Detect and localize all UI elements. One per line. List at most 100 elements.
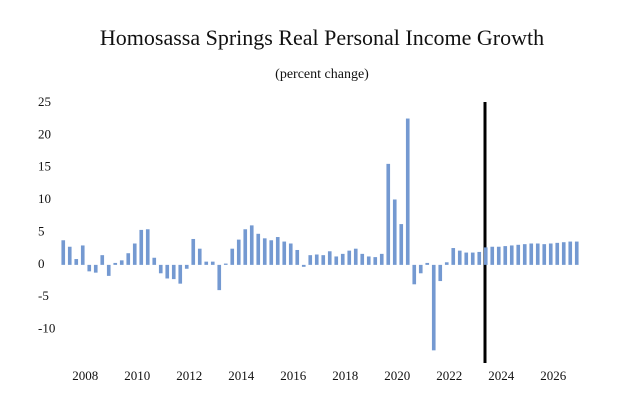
bar bbox=[210, 261, 215, 265]
bar bbox=[373, 257, 378, 265]
bar bbox=[295, 249, 300, 265]
bar bbox=[145, 229, 150, 265]
bar bbox=[522, 244, 527, 265]
bar bbox=[217, 264, 222, 291]
bar bbox=[438, 264, 443, 282]
bar bbox=[412, 264, 417, 285]
bar bbox=[171, 264, 176, 280]
y-tick-label: 20 bbox=[38, 126, 51, 141]
bar bbox=[470, 252, 475, 265]
bar bbox=[158, 264, 163, 274]
bar bbox=[555, 242, 560, 265]
bar bbox=[386, 163, 391, 265]
bar bbox=[392, 199, 397, 265]
bar bbox=[451, 248, 456, 265]
bar bbox=[223, 263, 228, 265]
bar bbox=[288, 243, 293, 265]
bar bbox=[282, 241, 287, 265]
bar bbox=[431, 264, 436, 351]
bar bbox=[340, 253, 345, 265]
bar bbox=[425, 262, 430, 265]
bar bbox=[269, 240, 274, 265]
bar bbox=[74, 259, 79, 265]
y-tick-label: 25 bbox=[38, 94, 51, 109]
bar bbox=[548, 243, 553, 265]
x-tick-label: 2018 bbox=[332, 368, 358, 383]
bar bbox=[152, 257, 157, 265]
bar bbox=[100, 255, 105, 265]
bar bbox=[191, 238, 196, 265]
bar bbox=[379, 253, 384, 265]
bar bbox=[399, 224, 404, 265]
bar bbox=[243, 229, 248, 265]
bar bbox=[353, 248, 358, 265]
x-tick-label: 2022 bbox=[436, 368, 462, 383]
y-tick-label: -10 bbox=[38, 321, 55, 336]
bar bbox=[113, 262, 118, 265]
bar bbox=[204, 261, 209, 265]
bar bbox=[561, 242, 566, 265]
bar bbox=[509, 245, 514, 265]
bar bbox=[139, 229, 144, 265]
bar bbox=[178, 264, 183, 284]
bar bbox=[542, 244, 547, 265]
bar bbox=[490, 246, 495, 265]
bar bbox=[444, 262, 449, 265]
bar bbox=[80, 245, 85, 265]
y-tick-label: 10 bbox=[38, 191, 51, 206]
bar bbox=[321, 255, 326, 265]
bar bbox=[93, 264, 98, 273]
bar bbox=[464, 252, 469, 265]
bar bbox=[477, 251, 482, 265]
bar bbox=[165, 264, 170, 279]
bar bbox=[347, 250, 352, 265]
bar bbox=[457, 250, 462, 265]
bar bbox=[236, 239, 241, 265]
bar bbox=[132, 243, 137, 265]
x-tick-label: 2010 bbox=[124, 368, 150, 383]
bar bbox=[301, 264, 306, 267]
x-tick-label: 2016 bbox=[280, 368, 307, 383]
chart-title: Homosassa Springs Real Personal Income G… bbox=[100, 25, 544, 50]
x-tick-label: 2020 bbox=[384, 368, 410, 383]
y-tick-label: 5 bbox=[38, 223, 45, 238]
x-tick-label: 2012 bbox=[176, 368, 202, 383]
bar bbox=[366, 256, 371, 265]
x-tick-label: 2014 bbox=[228, 368, 255, 383]
bar bbox=[119, 260, 124, 265]
bar bbox=[516, 244, 521, 265]
bar bbox=[106, 264, 111, 276]
bar bbox=[529, 243, 534, 265]
bar bbox=[496, 246, 501, 265]
x-tick-label: 2024 bbox=[488, 368, 515, 383]
y-tick-label: 0 bbox=[38, 256, 45, 271]
bar bbox=[262, 238, 267, 265]
bar bbox=[61, 240, 66, 265]
x-tick-label: 2008 bbox=[72, 368, 98, 383]
bar bbox=[360, 253, 365, 265]
bar bbox=[275, 237, 280, 265]
bar bbox=[67, 246, 72, 265]
bar bbox=[197, 248, 202, 265]
bar bbox=[418, 264, 423, 274]
bar bbox=[334, 256, 339, 265]
chart-subtitle: (percent change) bbox=[275, 67, 369, 82]
bar bbox=[249, 225, 254, 265]
bar bbox=[535, 243, 540, 265]
bar bbox=[314, 254, 319, 265]
x-tick-label: 2026 bbox=[540, 368, 567, 383]
bar bbox=[405, 118, 410, 265]
bar bbox=[87, 264, 92, 272]
bar bbox=[230, 248, 235, 265]
bar bbox=[308, 255, 313, 265]
y-tick-label: 15 bbox=[38, 159, 51, 174]
bar bbox=[483, 247, 488, 265]
bar bbox=[184, 264, 189, 269]
bar bbox=[568, 241, 573, 265]
bar bbox=[503, 246, 508, 265]
bar bbox=[256, 233, 261, 265]
bar bbox=[126, 253, 131, 265]
y-tick-label: -5 bbox=[38, 288, 49, 303]
bar bbox=[574, 241, 579, 265]
